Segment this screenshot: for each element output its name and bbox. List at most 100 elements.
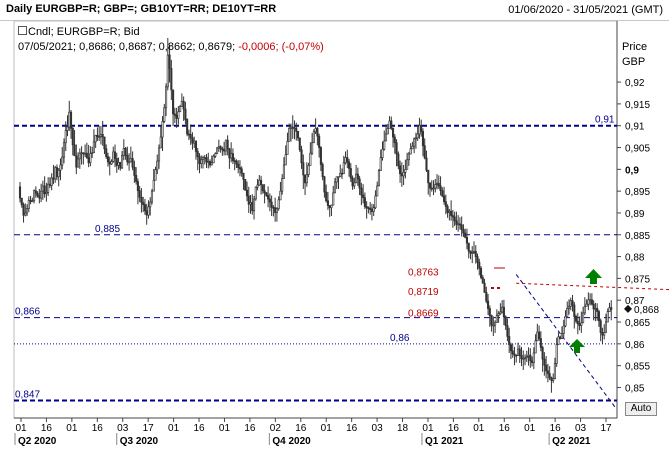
candle-body (465, 237, 468, 244)
price-tick-label: 0,885 (625, 231, 650, 242)
candle-body (115, 158, 118, 166)
candle-body (488, 308, 491, 316)
candle-body (237, 163, 240, 168)
candle-body (129, 158, 132, 163)
auto-scale-button[interactable]: Auto (625, 402, 657, 416)
candle-body (103, 136, 106, 150)
candle-body (57, 169, 60, 178)
candle-body (214, 153, 217, 157)
candle-body (40, 190, 43, 199)
candle-body (439, 185, 442, 192)
time-tick-label: 17 (143, 423, 155, 434)
time-tick-label: 16 (499, 423, 511, 434)
candle-body (339, 172, 342, 178)
candle-body (353, 182, 356, 187)
candle-body (333, 181, 337, 194)
candle-body (251, 202, 254, 212)
candle-body (175, 114, 178, 119)
candle-body (566, 308, 569, 317)
chart-title: Daily EURGBP=R; GBP=; GB10YT=RR; DE10YT=… (6, 3, 277, 15)
candle-body (71, 127, 74, 146)
candle-body (203, 157, 206, 159)
candle-body (267, 195, 270, 200)
candle-body (140, 196, 143, 203)
candle-body (430, 187, 433, 190)
candle-body (471, 252, 474, 255)
candle-body (536, 331, 539, 342)
time-tick-label: 16 (92, 423, 104, 434)
candle-body (145, 210, 148, 216)
candle-body (376, 185, 379, 197)
candle-body (68, 111, 71, 128)
candle-body (478, 261, 481, 269)
candle-body (226, 139, 229, 150)
candle-body (263, 190, 266, 194)
candle-body (548, 373, 551, 379)
candle-body (576, 320, 579, 325)
time-tick-label: 16 (41, 423, 53, 434)
candle-body (360, 187, 363, 196)
candle-body (499, 311, 502, 315)
price-tick-label: 0,89 (625, 209, 645, 220)
candle-body (326, 200, 329, 206)
candle-body (578, 323, 581, 326)
price-axis-label: Price GBP (622, 40, 647, 70)
legend-series-name: Cndl; EURGBP=R; Bid (28, 26, 140, 38)
candle-body (157, 147, 161, 162)
candle-body (564, 316, 567, 327)
fib-level-label: 0,8669 (408, 309, 439, 320)
time-tick-label: 16 (346, 423, 358, 434)
candle-body (85, 152, 88, 158)
horizontal-line-label: 0,866 (15, 307, 40, 318)
candle-body (539, 338, 542, 348)
candle-body (230, 153, 233, 159)
candle-body (494, 322, 497, 326)
candle-body (156, 160, 159, 171)
candle-body (599, 320, 602, 333)
candle-body (147, 206, 150, 216)
candle-body (522, 357, 525, 360)
candle-body (469, 250, 472, 254)
candle-body (235, 160, 238, 165)
period-label: Q4 2020 (272, 436, 311, 447)
candle-body (293, 127, 296, 130)
candle-body (604, 321, 608, 333)
candle-body (367, 207, 370, 210)
candle-body (219, 146, 222, 150)
candle-body (399, 165, 402, 175)
candle-body (479, 268, 483, 278)
candle-body (538, 331, 541, 339)
candle-body (592, 303, 595, 310)
candle-body (444, 201, 447, 207)
candle-body (198, 156, 201, 165)
candle-body (504, 316, 507, 326)
price-axis-title: Price (622, 41, 648, 53)
candle-body (562, 325, 565, 334)
candle-body (154, 169, 157, 181)
candle-body (523, 357, 527, 360)
candle-body (166, 54, 169, 88)
candle-body (567, 305, 571, 309)
candle-body (332, 192, 335, 206)
candle-body (59, 164, 62, 171)
candle-body (416, 133, 419, 139)
price-tick-label: 0,92 (625, 78, 645, 89)
candle-body (534, 340, 537, 354)
candle-body (344, 157, 347, 164)
candle-body (36, 192, 39, 197)
candle-body (196, 151, 199, 158)
candle-body (277, 199, 280, 209)
candle-body (457, 223, 460, 226)
candle-body (497, 313, 500, 316)
candle-body (323, 176, 326, 193)
candle-body (179, 106, 182, 113)
candle-body (20, 197, 23, 206)
candle-body (312, 131, 315, 144)
candle-body (451, 215, 454, 218)
candle-body (559, 336, 562, 339)
candle-body (597, 311, 600, 322)
candle-body (247, 195, 250, 205)
legend-box-icon (18, 26, 27, 35)
